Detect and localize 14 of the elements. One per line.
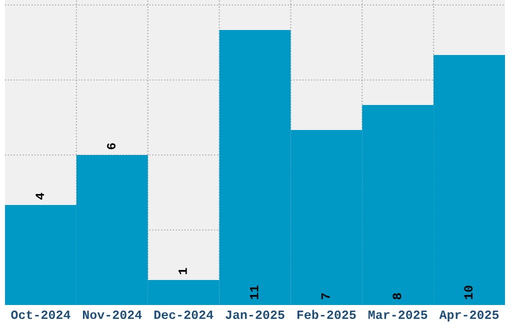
data-label: 10 <box>464 286 473 300</box>
data-label: 6 <box>107 143 116 150</box>
data-label: 11 <box>250 286 258 300</box>
data-label: 7 <box>321 293 330 300</box>
data-label: 8 <box>392 293 402 300</box>
data-label: 1 <box>178 268 187 274</box>
x-tick-label: Apr-2025 <box>439 310 499 322</box>
x-tick-label: Oct-2024 <box>11 310 70 320</box>
x-tick-label: Feb-2025 <box>297 310 356 320</box>
data-label: 4 <box>36 192 44 200</box>
x-tick-label: Nov-2024 <box>82 310 142 320</box>
x-tick-label: Mar-2025 <box>368 310 428 320</box>
x-tick-label: Dec-2024 <box>154 310 214 320</box>
x-tick-label: Jan-2025 <box>226 310 284 320</box>
